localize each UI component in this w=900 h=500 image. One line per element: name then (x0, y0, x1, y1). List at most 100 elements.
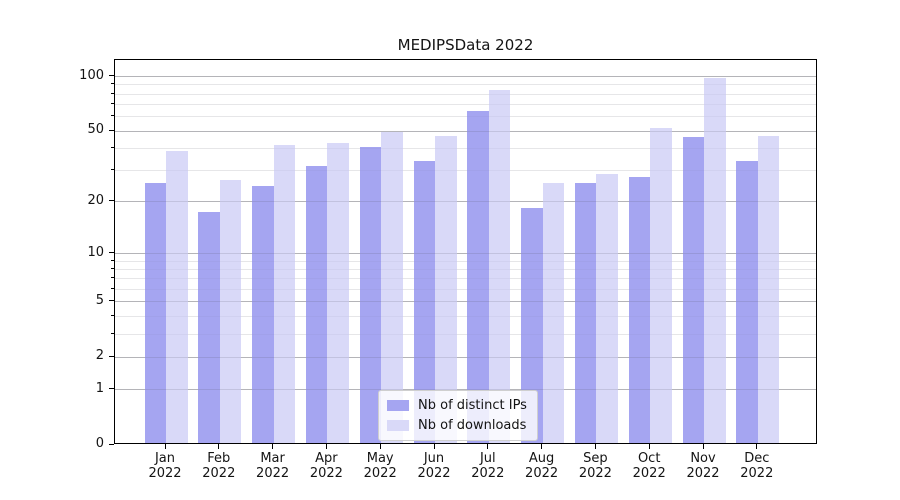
gridline-minor (115, 269, 816, 270)
bar-nb-of-distinct-ips-dec (736, 161, 758, 443)
y-minor-tick-mark (111, 93, 114, 94)
bar-nb-of-distinct-ips-mar (252, 186, 274, 443)
y-minor-tick-mark (111, 277, 114, 278)
y-tick-mark (109, 388, 114, 389)
y-tick-label: 2 (95, 348, 104, 364)
gridline-major (115, 389, 816, 390)
x-tick-label-jan: Jan 2022 (148, 451, 182, 481)
legend-swatch-distinct-ips (387, 400, 409, 411)
y-tick-mark (109, 252, 114, 253)
legend-item-distinct-ips: Nb of distinct IPs (387, 398, 527, 413)
gridline-minor (115, 289, 816, 290)
gridline-minor (115, 289, 816, 290)
x-tick-label-jun: Jun 2022 (417, 451, 451, 481)
gridline-major (115, 301, 816, 302)
gridline-minor (115, 334, 816, 335)
x-tick-mark (541, 444, 542, 449)
x-tick-label-jul: Jul 2022 (471, 451, 505, 481)
x-tick-label-feb: Feb 2022 (202, 451, 236, 481)
x-tick-label-nov: Nov 2022 (686, 451, 720, 481)
gridline-minor (115, 261, 816, 262)
x-tick-mark (218, 444, 219, 449)
bar-nb-of-downloads-sep (596, 174, 618, 443)
bar-nb-of-downloads-jul (488, 90, 511, 443)
gridline-major (115, 253, 816, 254)
gridlines-under (115, 60, 816, 443)
x-tick-mark (380, 444, 381, 449)
bar-nb-of-distinct-ips-oct (628, 176, 651, 443)
bar-nb-of-downloads-aug (542, 182, 565, 443)
y-minor-tick-mark (111, 169, 114, 170)
gridline-minor (115, 148, 816, 149)
legend-item-downloads: Nb of downloads (387, 418, 527, 433)
y-minor-tick-mark (111, 315, 114, 316)
bar-nb-of-downloads-may (381, 132, 403, 443)
bar-nb-of-distinct-ips-may (359, 146, 382, 443)
gridline-major (115, 76, 816, 77)
y-minor-tick-mark (111, 83, 114, 84)
gridline-minor (115, 104, 816, 105)
gridline-major (115, 357, 816, 358)
gridline-minor (115, 116, 816, 117)
legend-label-distinct-ips: Nb of distinct IPs (418, 398, 527, 413)
x-tick-label-dec: Dec 2022 (740, 451, 774, 481)
x-tick-label-may: May 2022 (363, 451, 397, 481)
bar-nb-of-downloads-feb (219, 179, 242, 443)
x-tick-label-oct: Oct 2022 (632, 451, 666, 481)
bar-nb-of-distinct-ips-feb (198, 212, 220, 443)
bar-nb-of-downloads-dec (757, 135, 780, 443)
gridline-major (115, 357, 816, 358)
bar-nb-of-distinct-ips-sep (574, 182, 597, 443)
gridline-minor (115, 269, 816, 270)
x-tick-label-mar: Mar 2022 (256, 451, 290, 481)
y-tick-label: 20 (87, 192, 104, 208)
gridline-minor (115, 84, 816, 85)
y-minor-tick-mark (111, 115, 114, 116)
gridline-major (115, 131, 816, 132)
chart-title: MEDIPSData 2022 (397, 36, 534, 54)
gridline-minor (115, 116, 816, 117)
gridline-minor (115, 316, 816, 317)
gridline-minor (115, 316, 816, 317)
legend-label-downloads: Nb of downloads (418, 418, 527, 433)
gridline-minor (115, 84, 816, 85)
x-tick-label-aug: Aug 2022 (525, 451, 559, 481)
x-tick-mark (272, 444, 273, 449)
bar-nb-of-distinct-ips-aug (521, 207, 543, 443)
bar-nb-of-distinct-ips-jun (413, 161, 435, 443)
x-tick-mark (326, 444, 327, 449)
y-tick-label: 10 (87, 244, 104, 260)
y-minor-tick-mark (111, 333, 114, 334)
gridline-minor (115, 334, 816, 335)
y-minor-tick-mark (111, 147, 114, 148)
gridline-minor (115, 261, 816, 262)
y-tick-label: 5 (95, 292, 104, 308)
gridline-major (115, 76, 816, 77)
gridline-minor (115, 94, 816, 95)
x-tick-label-sep: Sep 2022 (578, 451, 612, 481)
y-tick-mark (109, 300, 114, 301)
x-tick-label-apr: Apr 2022 (309, 451, 343, 481)
bar-nb-of-downloads-mar (273, 144, 296, 443)
gridline-minor (115, 278, 816, 279)
gridline-minor (115, 148, 816, 149)
bar-nb-of-distinct-ips-jan (144, 182, 166, 443)
bar-nb-of-downloads-jun (435, 135, 457, 443)
gridline-major (115, 389, 816, 390)
x-tick-mark (595, 444, 596, 449)
bars-layer (115, 60, 816, 443)
gridline-minor (115, 170, 816, 171)
y-tick-label: 1 (95, 380, 104, 396)
bar-nb-of-distinct-ips-nov (682, 137, 704, 443)
legend: Nb of distinct IPs Nb of downloads (378, 390, 538, 441)
y-tick-label: 50 (87, 122, 104, 138)
gridline-minor (115, 94, 816, 95)
legend-swatch-downloads (387, 420, 409, 431)
y-tick-mark (109, 75, 114, 76)
x-tick-mark (434, 444, 435, 449)
bar-nb-of-distinct-ips-apr (305, 166, 328, 443)
y-minor-tick-mark (111, 288, 114, 289)
y-minor-tick-mark (111, 268, 114, 269)
gridlines-overlay (115, 60, 816, 443)
